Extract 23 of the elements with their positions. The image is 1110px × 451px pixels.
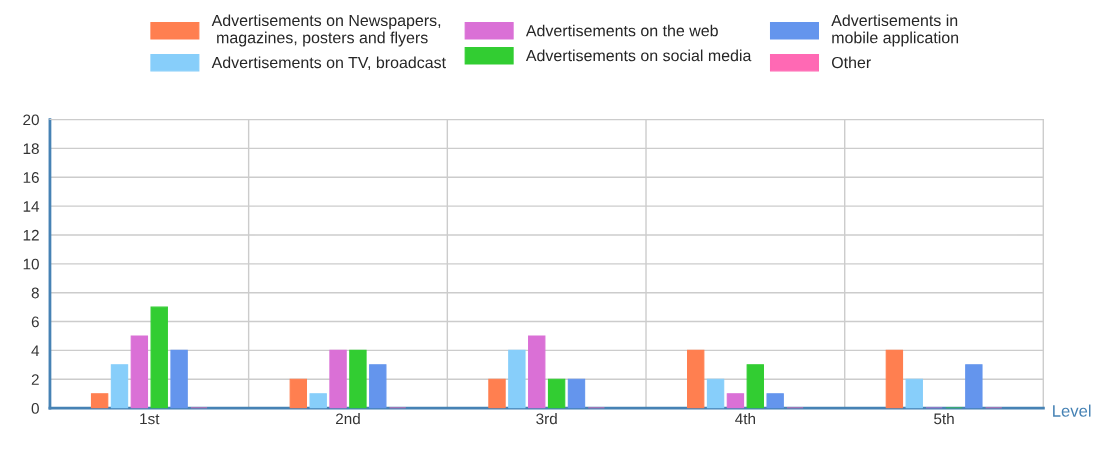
y-tick-label: 12 (23, 229, 39, 241)
y-tick-label: 18 (23, 143, 39, 155)
y-tick-label: 10 (23, 258, 39, 270)
y-tick-label: 14 (23, 201, 40, 212)
x-axis-title: Level (1053, 404, 1091, 417)
legend-label: Other (831, 56, 871, 69)
legend-label: Advertisements on TV, broadcast (211, 56, 446, 71)
x-tick-label: 2nd (336, 413, 360, 425)
legend-label: Advertisements on social media (525, 49, 752, 62)
legend-label: Advertisements on the web (525, 24, 718, 37)
y-tick-label: 2 (31, 374, 39, 385)
y-tick-label: 8 (31, 287, 39, 299)
x-tick-label: 1st (140, 413, 160, 425)
y-tick-label: 4 (31, 345, 40, 356)
y-tick-label: 20 (23, 114, 39, 126)
y-tick-label: 6 (31, 316, 39, 328)
legend-label: Advertisements on Newspapers, magazines, posters and flyers (211, 14, 441, 47)
y-tick-label: 16 (23, 172, 39, 183)
y-tick-label: 0 (31, 403, 39, 414)
legend-label: Advertisements in mobile application (831, 14, 959, 47)
x-tick-label: 5th (934, 413, 954, 425)
x-tick-label: 4th (735, 413, 755, 425)
x-tick-label: 3rd (536, 413, 557, 425)
